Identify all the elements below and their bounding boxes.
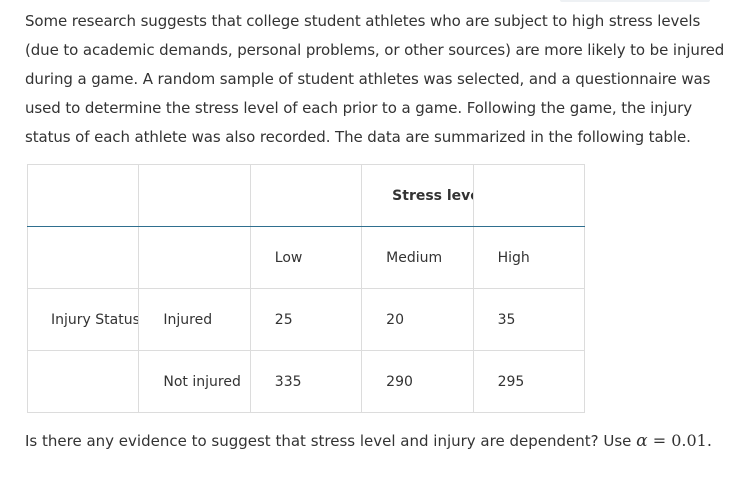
table-row: Injury Status Injured 25 20 35 [26, 288, 586, 351]
empty-header-cell [472, 164, 586, 227]
table-row: Not injured 335 290 295 [26, 350, 586, 413]
value-cell: 295 [472, 350, 586, 413]
clipped-top-element [560, 0, 710, 2]
value-cell: 25 [249, 288, 363, 351]
problem-intro-paragraph: Some research suggests that college stud… [25, 12, 725, 146]
injury-status-label: Injury Status [26, 288, 140, 351]
question-text: Is there any evidence to suggest that st… [25, 426, 712, 456]
empty-cell [26, 350, 140, 413]
empty-cell [138, 226, 251, 289]
stress-levels-row: Low Medium High [26, 226, 586, 289]
table-header-row: Stress level [26, 164, 586, 227]
level-low-cell: Low [249, 226, 363, 289]
stress-injury-table: Stress level Low Medium High Injury Stat… [26, 164, 586, 413]
value-cell: 20 [361, 288, 474, 351]
row-label-not-injured: Not injured [138, 350, 251, 413]
level-high-cell: High [472, 226, 586, 289]
stress-level-header: Stress level [361, 164, 474, 227]
empty-cell [26, 226, 140, 289]
empty-header-cell [138, 164, 251, 227]
empty-header-cell [26, 164, 140, 227]
value-cell: 35 [472, 288, 586, 351]
level-medium-cell: Medium [361, 226, 474, 289]
question-end: . [706, 431, 712, 450]
value-cell: 335 [249, 350, 363, 413]
row-label-injured: Injured [138, 288, 251, 351]
value-cell: 290 [361, 350, 474, 413]
alpha-value: = 0.01 [647, 431, 707, 450]
question-sentence: Is there any evidence to suggest that st… [25, 432, 637, 450]
empty-header-cell [249, 164, 363, 227]
alpha-symbol: α [636, 431, 648, 451]
